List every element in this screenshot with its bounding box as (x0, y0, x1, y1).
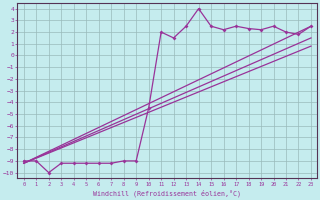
X-axis label: Windchill (Refroidissement éolien,°C): Windchill (Refroidissement éolien,°C) (93, 190, 241, 197)
